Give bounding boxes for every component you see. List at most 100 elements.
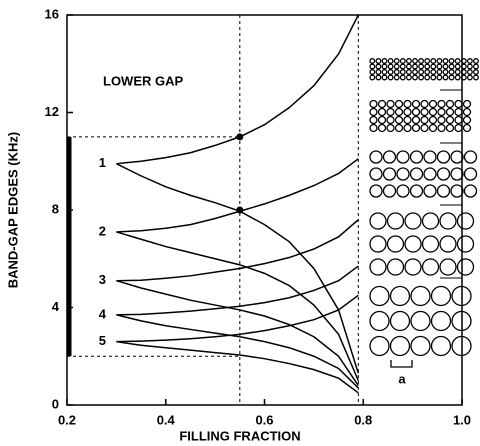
lattice-circle (466, 58, 473, 64)
lattice-circle (377, 115, 387, 125)
lattice-circle (462, 115, 472, 125)
lattice-circle (454, 99, 463, 109)
lattice-circle (387, 58, 394, 64)
lattice-circle (412, 74, 418, 81)
lattice-circle (369, 285, 390, 307)
lattice-circle (404, 258, 422, 276)
lattice-circle (377, 123, 387, 133)
lattice-circle (405, 74, 412, 81)
lattice-circle (462, 99, 472, 109)
lattice-circle (412, 69, 418, 75)
lattice-circle (442, 63, 449, 70)
lattice-circle (460, 63, 467, 70)
lattice-circle (394, 99, 404, 109)
lattice-circle (418, 74, 425, 81)
lattice-circle (389, 285, 411, 307)
lattice-circle (396, 150, 410, 164)
lattice-circle (436, 69, 443, 75)
lattice-circle (462, 107, 472, 117)
lattice-circle (375, 63, 382, 70)
lattice-circle (445, 107, 455, 117)
lattice-circle (460, 69, 467, 75)
lattice-circle (369, 115, 378, 125)
lattice-circle (423, 184, 437, 198)
lattice-circle (412, 63, 418, 70)
curve (116, 265, 359, 316)
lattice-circle (399, 74, 406, 81)
lattice-circle (387, 74, 394, 81)
lattice-circle (442, 74, 449, 81)
lattice-circle (473, 69, 479, 75)
lattice-circle (369, 123, 378, 133)
lattice-circle (369, 167, 383, 181)
lattice-circle (428, 107, 438, 117)
lattice-circle (369, 184, 383, 198)
lattice-circle (405, 63, 412, 70)
lattice-circle (442, 69, 449, 75)
lattice-circle (421, 235, 440, 253)
lattice-circle (410, 285, 431, 307)
lattice-circle (424, 69, 431, 75)
lattice-circle (403, 115, 412, 125)
lattice-circle (393, 74, 400, 81)
lattice-circle (456, 235, 475, 253)
lattice-circle (403, 123, 412, 133)
lattice-circle (412, 58, 418, 64)
lattice-circle (369, 235, 387, 253)
lattice-circle (454, 74, 461, 81)
x-tick-label: 0.6 (255, 412, 273, 427)
lattice-circle (377, 99, 387, 109)
lattice-circle (451, 335, 472, 357)
lattice-circle (377, 107, 387, 117)
lattice-circle (420, 123, 429, 133)
lattice-circle (454, 123, 463, 133)
lattice-circle (396, 167, 410, 181)
lattice-circle (454, 58, 461, 64)
lattice-circle (411, 99, 421, 109)
lattice-circle (430, 74, 437, 81)
lattice-circle (448, 69, 455, 75)
lattice-circle (411, 115, 421, 125)
lattice-circle (424, 58, 431, 64)
lattice-circle (386, 99, 395, 109)
lattice-circle (454, 63, 461, 70)
lattice-circle (382, 167, 397, 181)
lattice-circle (369, 150, 383, 164)
lattice-circle (420, 99, 429, 109)
lattice-circle (389, 335, 411, 357)
lattice-circle (428, 99, 438, 109)
lattice-circle (424, 63, 431, 70)
lattice-circle (393, 63, 400, 70)
lattice-circle (382, 184, 397, 198)
lattice-circle (463, 167, 478, 181)
lattice-circle (439, 212, 457, 230)
lattice-circle (442, 58, 449, 64)
lattice-circle (454, 115, 463, 125)
lattice-circle (399, 58, 406, 64)
lattice-circle (421, 212, 440, 230)
lattice-circle (445, 115, 455, 125)
lattice-circle (403, 99, 412, 109)
lattice-circle (375, 74, 382, 81)
lattice-circle (451, 310, 472, 332)
lattice-circle (473, 63, 479, 70)
lattice-circle (421, 258, 440, 276)
lattice-circle (473, 58, 479, 64)
lattice-circle (409, 167, 424, 181)
lattice-circle (436, 63, 443, 70)
curve (116, 219, 359, 282)
lattice-circle (445, 123, 455, 133)
lattice-circle (386, 235, 405, 253)
branch-label: 2 (99, 223, 106, 238)
lattice-circle (369, 99, 378, 109)
lattice-circle (463, 184, 478, 198)
lattice-circle (420, 115, 429, 125)
lattice-circle (369, 74, 376, 81)
curve (116, 231, 360, 381)
lattice-circle (396, 184, 410, 198)
point (236, 206, 244, 214)
lattice-circle (473, 74, 479, 81)
lattice-circle (436, 150, 451, 164)
lattice-circle (460, 74, 467, 81)
curve (116, 314, 359, 389)
